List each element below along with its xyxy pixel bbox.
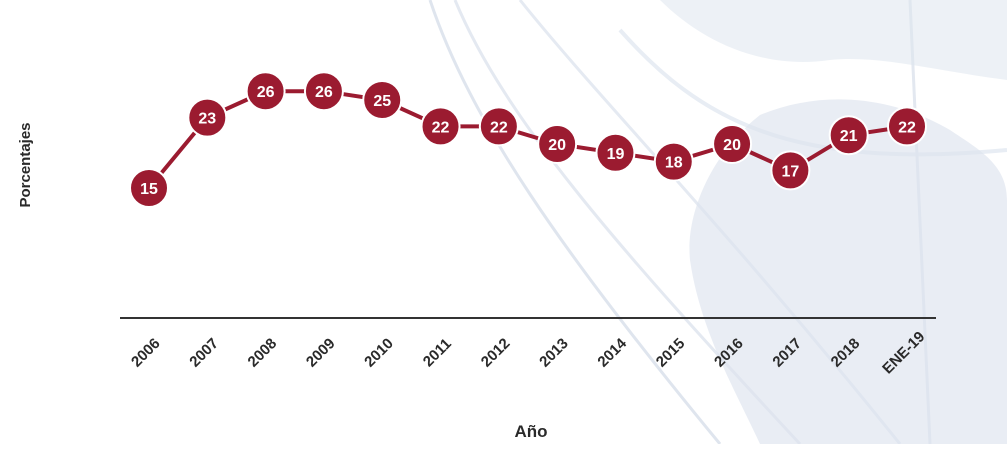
data-points: 15 23 26 26 25 22 22 20 19 18 20 17 21 22 <box>129 71 927 208</box>
data-label: 18 <box>665 155 683 172</box>
data-point-marker <box>420 106 461 147</box>
map-landmass <box>689 99 1007 444</box>
map-landmass <box>660 0 1007 80</box>
data-label: 17 <box>781 163 799 180</box>
x-tick-label: 2007 <box>186 335 222 371</box>
data-label: 22 <box>432 119 450 136</box>
data-point-marker <box>653 141 694 182</box>
data-point-marker <box>595 132 636 173</box>
data-label: 26 <box>257 84 275 101</box>
data-label: 15 <box>140 181 158 198</box>
x-tick-label: 2012 <box>478 335 514 371</box>
data-point-marker <box>129 168 169 208</box>
x-tick-label: 2011 <box>420 335 455 370</box>
data-point-marker <box>303 71 344 112</box>
data-label: 19 <box>607 146 625 163</box>
x-tick-label: 2010 <box>361 335 397 371</box>
data-label: 23 <box>198 111 216 128</box>
data-label: 20 <box>723 137 741 154</box>
x-tick-label: 2009 <box>303 335 339 371</box>
data-label: 25 <box>373 93 391 110</box>
data-point-marker <box>362 80 403 120</box>
data-point-marker <box>887 106 927 147</box>
map-meridian-line <box>428 0 722 445</box>
data-point-marker <box>828 115 869 156</box>
x-tick-label: 2015 <box>653 335 689 371</box>
data-label: 22 <box>490 119 508 136</box>
data-label: 26 <box>315 84 333 101</box>
x-tick-label: 2014 <box>594 335 630 371</box>
x-tick-label: 2008 <box>245 335 281 371</box>
data-point-marker <box>478 106 519 147</box>
data-point-marker <box>712 124 753 164</box>
data-label: 22 <box>898 119 916 136</box>
data-point-marker <box>770 150 811 191</box>
x-axis-label: Año <box>514 422 547 441</box>
x-tick-label: 2006 <box>128 335 164 371</box>
background-map-watermark <box>428 0 1007 446</box>
data-point-marker <box>187 97 228 138</box>
data-point-marker <box>245 71 286 112</box>
x-tick-label: 2013 <box>536 335 572 371</box>
data-point-marker <box>537 124 578 164</box>
data-label: 20 <box>548 137 566 154</box>
data-label: 21 <box>840 128 858 145</box>
y-axis-label: Porcentajes <box>17 122 34 207</box>
